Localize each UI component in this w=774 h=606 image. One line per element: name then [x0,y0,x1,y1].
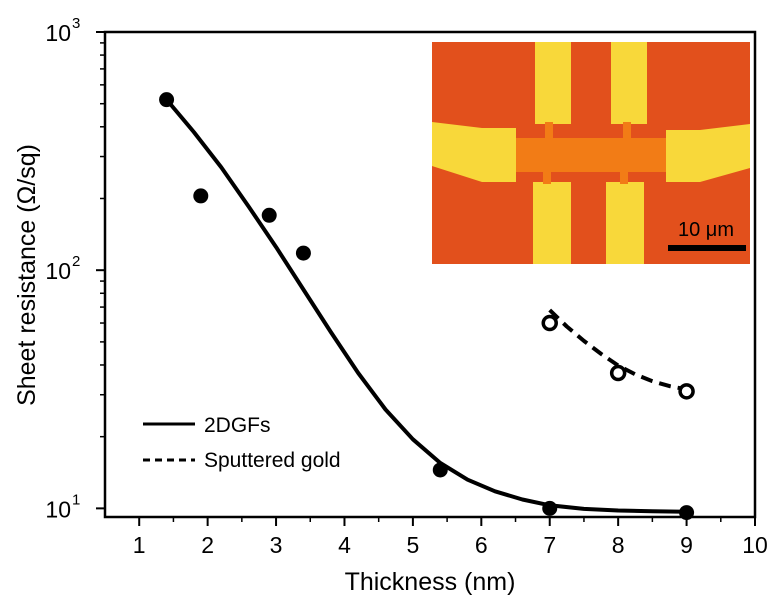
inset-scale-bar-label: 10 μm [678,219,734,241]
inset-right-pad [666,124,750,182]
data-point-2dgfs [193,188,209,204]
inset-probe-link [545,122,553,140]
data-markers [159,92,695,521]
x-axis-title: Thickness (nm) [345,568,516,596]
inset-probe-link [623,122,631,140]
x-tick-label: 8 [612,532,625,558]
x-tick-label: 9 [680,532,693,558]
fit-curve-2dgfs [164,97,689,514]
inset-scale-bar [668,245,746,251]
fit-curve-sputtered-gold [548,308,687,392]
data-point-2dgfs [679,505,695,521]
y-tick-label: 10 [45,496,71,522]
data-point-2dgfs [261,207,277,223]
y-tick-label: 10 [45,258,71,284]
data-point-2dgfs [295,245,311,261]
inset-bottom-right-electrode [606,182,644,264]
legend-label-2dgfs: 2DGFs [204,414,271,437]
x-tick-label: 7 [543,532,556,558]
y-tick-exponent: 2 [72,253,80,270]
x-tick-label: 1 [133,532,146,558]
y-axis-title: Sheet resistance (Ω/sq) [13,144,41,406]
inset-top-right-electrode [611,42,647,124]
inset-probe-link [620,170,628,184]
x-tick-label: 6 [475,532,488,558]
legend: 2DGFs Sputtered gold [143,414,341,472]
y-tick-exponent: 3 [72,15,80,32]
inset-bottom-left-electrode [533,182,571,264]
inset-probe-link [543,170,551,184]
data-point-sputtered-gold [609,364,627,382]
data-point-2dgfs [542,500,558,516]
fit-curves [164,97,689,514]
x-tick-label: 3 [270,532,283,558]
data-point-2dgfs [159,92,175,108]
x-tick-labels: 1 2 3 4 5 6 7 8 9 10 [133,532,768,558]
legend-label-sputtered-gold: Sputtered gold [204,449,341,472]
data-point-sputtered-gold [678,383,695,400]
y-tick-label: 10 [45,20,71,46]
x-tick-label: 4 [338,532,351,558]
inset-micrograph: 10 μm [432,42,750,264]
plot-frame [103,30,757,519]
inset-top-left-electrode [535,42,571,124]
data-point-sputtered-gold [541,314,558,332]
inset-channel [515,138,667,172]
x-tick-label: 10 [742,532,768,558]
x-tick-label: 5 [406,532,419,558]
data-point-2dgfs [432,462,448,478]
inset-left-pad [432,122,516,182]
axis-ticks [96,31,756,526]
x-tick-label: 2 [201,532,214,558]
y-tick-exponent: 1 [72,491,80,508]
